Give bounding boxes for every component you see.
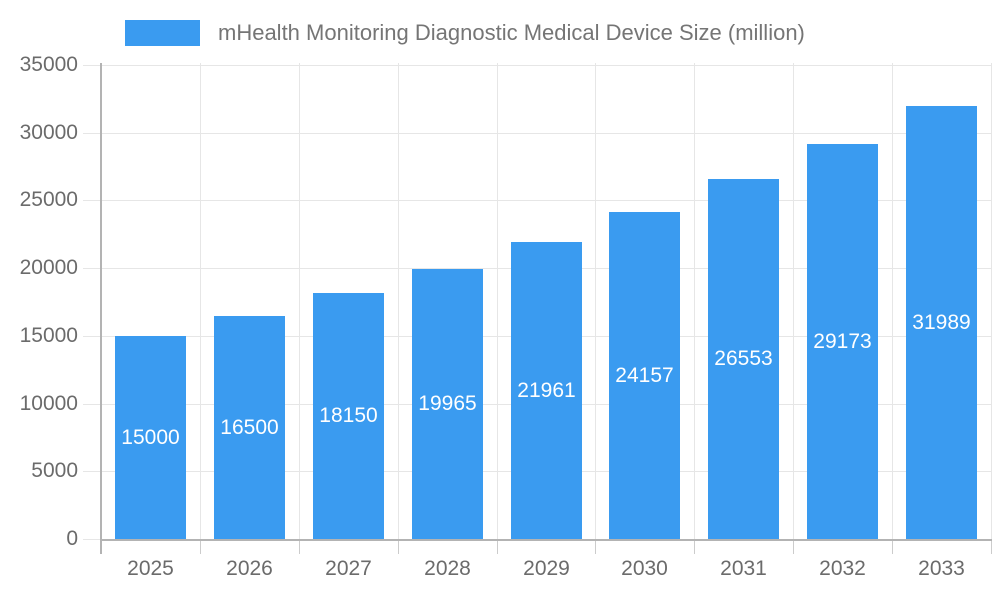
bar-value-label: 16500	[220, 416, 279, 439]
bar-2028[interactable]: 19965	[412, 269, 483, 539]
bar-2026[interactable]: 16500	[214, 316, 285, 539]
x-gridline	[497, 63, 498, 539]
bar-value-label: 24157	[615, 364, 674, 387]
x-tick	[793, 539, 794, 554]
x-tick	[991, 539, 992, 554]
x-axis-tick-label: 2029	[523, 557, 570, 580]
x-tick	[892, 539, 893, 554]
x-tick	[200, 539, 201, 554]
x-gridline	[398, 63, 399, 539]
x-axis-tick-label: 2027	[325, 557, 372, 580]
bar-value-label: 19965	[418, 392, 477, 415]
x-gridline	[892, 63, 893, 539]
x-tick	[299, 539, 300, 554]
y-axis-tick-label: 20000	[19, 256, 78, 279]
bar-2025[interactable]: 15000	[115, 336, 186, 539]
bar-2033[interactable]: 31989	[906, 106, 977, 539]
y-axis-tick-label: 0	[66, 527, 78, 550]
x-axis-tick-label: 2031	[720, 557, 767, 580]
y-axis-tick-label: 25000	[19, 188, 78, 211]
bar-value-label: 26553	[714, 347, 773, 370]
x-axis-tick-label: 2028	[424, 557, 471, 580]
legend-swatch	[125, 20, 200, 46]
y-axis-tick-label: 15000	[19, 324, 78, 347]
bar-2027[interactable]: 18150	[313, 293, 384, 539]
x-tick	[497, 539, 498, 554]
x-gridline	[694, 63, 695, 539]
legend-label: mHealth Monitoring Diagnostic Medical De…	[218, 20, 805, 45]
x-gridline	[991, 63, 992, 539]
bar-2032[interactable]: 29173	[807, 144, 878, 539]
x-tick	[595, 539, 596, 554]
x-gridline	[595, 63, 596, 539]
x-axis-tick-label: 2026	[226, 557, 273, 580]
bar-value-label: 21961	[517, 379, 576, 402]
y-axis-tick-label: 30000	[19, 121, 78, 144]
y-axis-tick-label: 10000	[19, 392, 78, 415]
x-gridline	[793, 63, 794, 539]
y-gridline	[83, 133, 991, 134]
x-axis-tick-label: 2030	[621, 557, 668, 580]
bar-value-label: 18150	[319, 404, 378, 427]
bar-value-label: 29173	[813, 330, 872, 353]
y-axis-line	[100, 63, 102, 554]
x-axis-line	[100, 539, 992, 541]
bar-value-label: 15000	[121, 426, 180, 449]
x-tick	[398, 539, 399, 554]
y-axis-tick-label: 5000	[31, 459, 78, 482]
bar-2031[interactable]: 26553	[708, 179, 779, 539]
bar-2030[interactable]: 24157	[609, 212, 680, 539]
x-tick	[694, 539, 695, 554]
x-axis-tick-label: 2025	[127, 557, 174, 580]
x-axis-tick-label: 2032	[819, 557, 866, 580]
bar-value-label: 31989	[912, 311, 971, 334]
y-gridline	[83, 200, 991, 201]
x-gridline	[200, 63, 201, 539]
bar-2029[interactable]: 21961	[511, 242, 582, 539]
x-gridline	[299, 63, 300, 539]
legend: mHealth Monitoring Diagnostic Medical De…	[125, 20, 805, 46]
x-axis-tick-label: 2033	[918, 557, 965, 580]
y-axis-tick-label: 35000	[19, 53, 78, 76]
y-gridline	[83, 65, 991, 66]
